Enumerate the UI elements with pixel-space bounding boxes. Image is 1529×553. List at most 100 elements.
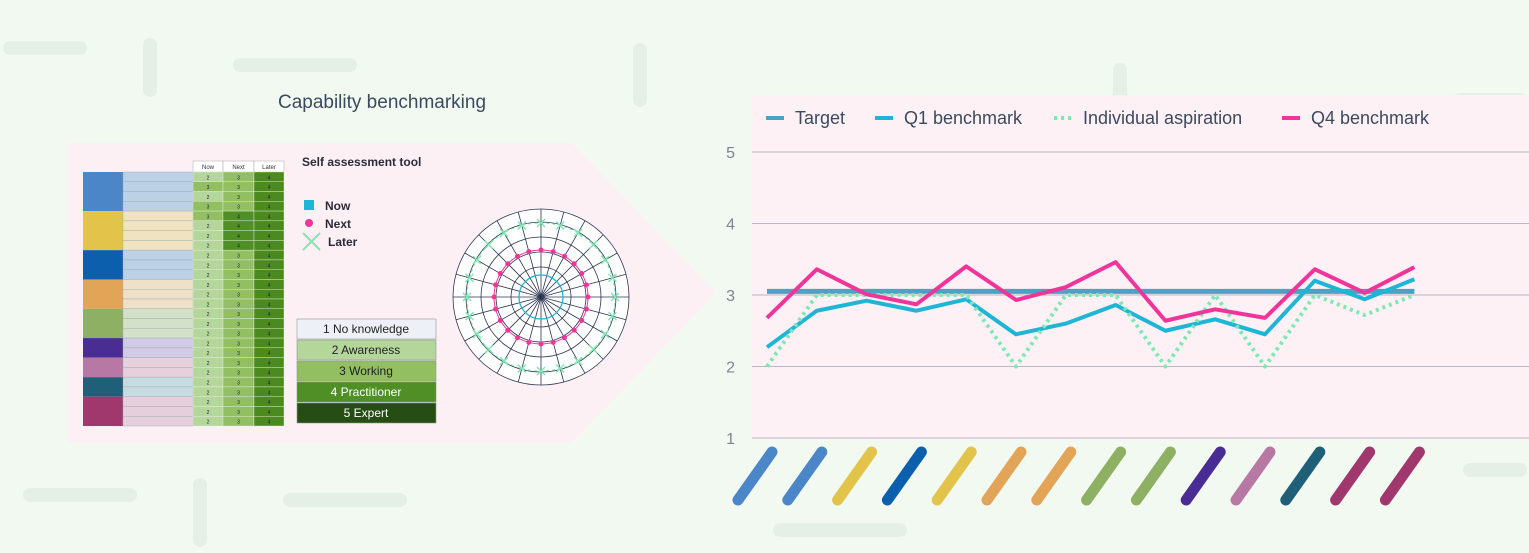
header-label: Next bbox=[232, 165, 245, 171]
series-line bbox=[765, 260, 1416, 323]
row-label-cell bbox=[122, 259, 194, 270]
cell-value: 3 bbox=[237, 380, 240, 386]
cell-value: 3 bbox=[237, 302, 240, 308]
cell-value: 4 bbox=[268, 244, 271, 250]
cell-value: 4 bbox=[268, 175, 271, 181]
cell-value: 4 bbox=[268, 332, 271, 338]
cell-value: 2 bbox=[207, 224, 210, 230]
cell-value: 4 bbox=[268, 293, 271, 299]
row-label-cell bbox=[122, 220, 194, 231]
cell-value: 4 bbox=[268, 224, 271, 230]
cell-value: 3 bbox=[237, 185, 240, 191]
cell-value: 2 bbox=[207, 420, 210, 426]
legend-label: Q1 benchmark bbox=[904, 108, 1023, 128]
cell-value: 4 bbox=[268, 253, 271, 259]
legend-now bbox=[304, 200, 314, 210]
cell-value: 3 bbox=[237, 312, 240, 318]
y-tick-label: 5 bbox=[726, 145, 735, 162]
cell-value: 4 bbox=[268, 273, 271, 279]
level-box bbox=[296, 381, 437, 403]
cell-value: 3 bbox=[237, 420, 240, 426]
cell-value: 3 bbox=[237, 400, 240, 406]
category-marker bbox=[881, 446, 927, 506]
cell-value: 4 bbox=[268, 205, 271, 211]
category-marker bbox=[931, 446, 977, 506]
cell-value: 4 bbox=[268, 214, 271, 220]
legend-label: Later bbox=[328, 235, 358, 249]
cell-value: 4 bbox=[268, 380, 271, 386]
cell-value: 3 bbox=[237, 371, 240, 377]
category-marker bbox=[1230, 446, 1276, 506]
category-marker bbox=[1280, 446, 1326, 506]
row-label-cell bbox=[122, 416, 194, 427]
page-title: Capability benchmarking bbox=[278, 92, 486, 113]
cell-value: 3 bbox=[237, 341, 240, 347]
category-marker bbox=[1130, 446, 1176, 506]
row-label-cell bbox=[122, 357, 194, 368]
cell-value: 2 bbox=[207, 175, 210, 181]
cell-value: 2 bbox=[207, 273, 210, 279]
cell-value: 2 bbox=[207, 302, 210, 308]
cell-value: 2 bbox=[207, 400, 210, 406]
row-label-cell bbox=[122, 279, 194, 290]
cell-value: 4 bbox=[237, 224, 240, 230]
row-group bbox=[83, 396, 123, 426]
category-marker bbox=[1330, 446, 1376, 506]
row-label-cell bbox=[122, 201, 194, 212]
row-group bbox=[83, 338, 123, 358]
row-label-cell bbox=[122, 181, 194, 192]
row-label-cell bbox=[122, 386, 194, 397]
series-line bbox=[765, 277, 1416, 349]
category-marker bbox=[732, 446, 778, 506]
row-label-cell bbox=[122, 406, 194, 417]
cell-value: 4 bbox=[268, 341, 271, 347]
row-label-cell bbox=[122, 298, 194, 309]
cell-value: 2 bbox=[207, 410, 210, 416]
cell-value: 2 bbox=[207, 312, 210, 318]
cell-value: 2 bbox=[207, 244, 210, 250]
row-label-cell bbox=[122, 289, 194, 300]
cell-value: 3 bbox=[237, 283, 240, 289]
cell-value: 2 bbox=[207, 263, 210, 269]
cell-value: 4 bbox=[237, 214, 240, 220]
level-label: 5 Expert bbox=[344, 406, 389, 420]
row-label-cell bbox=[122, 347, 194, 358]
cell-value: 3 bbox=[237, 263, 240, 269]
cell-value: 3 bbox=[237, 322, 240, 328]
row-label-cell bbox=[122, 396, 194, 407]
cell-value: 4 bbox=[268, 390, 271, 396]
row-group bbox=[83, 250, 123, 280]
cell-value: 4 bbox=[237, 244, 240, 250]
legend-label: Target bbox=[795, 108, 845, 128]
radar-now-line bbox=[518, 274, 564, 320]
radar-later bbox=[517, 220, 527, 231]
row-group bbox=[83, 172, 123, 212]
legend-label: Next bbox=[325, 217, 351, 231]
cell-value: 4 bbox=[268, 322, 271, 328]
row-label-cell bbox=[122, 249, 194, 261]
cell-value: 4 bbox=[268, 361, 271, 367]
y-tick-label: 2 bbox=[726, 360, 735, 377]
row-label-cell bbox=[122, 269, 194, 280]
cell-value: 4 bbox=[268, 410, 271, 416]
radar-next-line bbox=[493, 249, 589, 345]
cell-value: 3 bbox=[237, 332, 240, 338]
legend-label: Q4 benchmark bbox=[1311, 108, 1430, 128]
cell-value: 3 bbox=[237, 293, 240, 299]
row-group bbox=[83, 357, 123, 378]
cell-value: 2 bbox=[207, 361, 210, 367]
cell-value: 4 bbox=[268, 195, 271, 201]
cell-value: 3 bbox=[237, 253, 240, 259]
level-label: 2 Awareness bbox=[332, 343, 401, 357]
category-marker bbox=[981, 446, 1027, 506]
cell-value: 4 bbox=[268, 371, 271, 377]
cell-value: 2 bbox=[207, 351, 210, 357]
row-label-cell bbox=[122, 171, 194, 182]
cell-value: 3 bbox=[237, 410, 240, 416]
cell-value: 3 bbox=[237, 361, 240, 367]
cell-value: 3 bbox=[237, 351, 240, 357]
cell-value: 3 bbox=[207, 185, 210, 191]
series-line bbox=[765, 293, 1416, 369]
legend-later bbox=[302, 232, 321, 251]
level-label: 1 No knowledge bbox=[323, 322, 409, 336]
